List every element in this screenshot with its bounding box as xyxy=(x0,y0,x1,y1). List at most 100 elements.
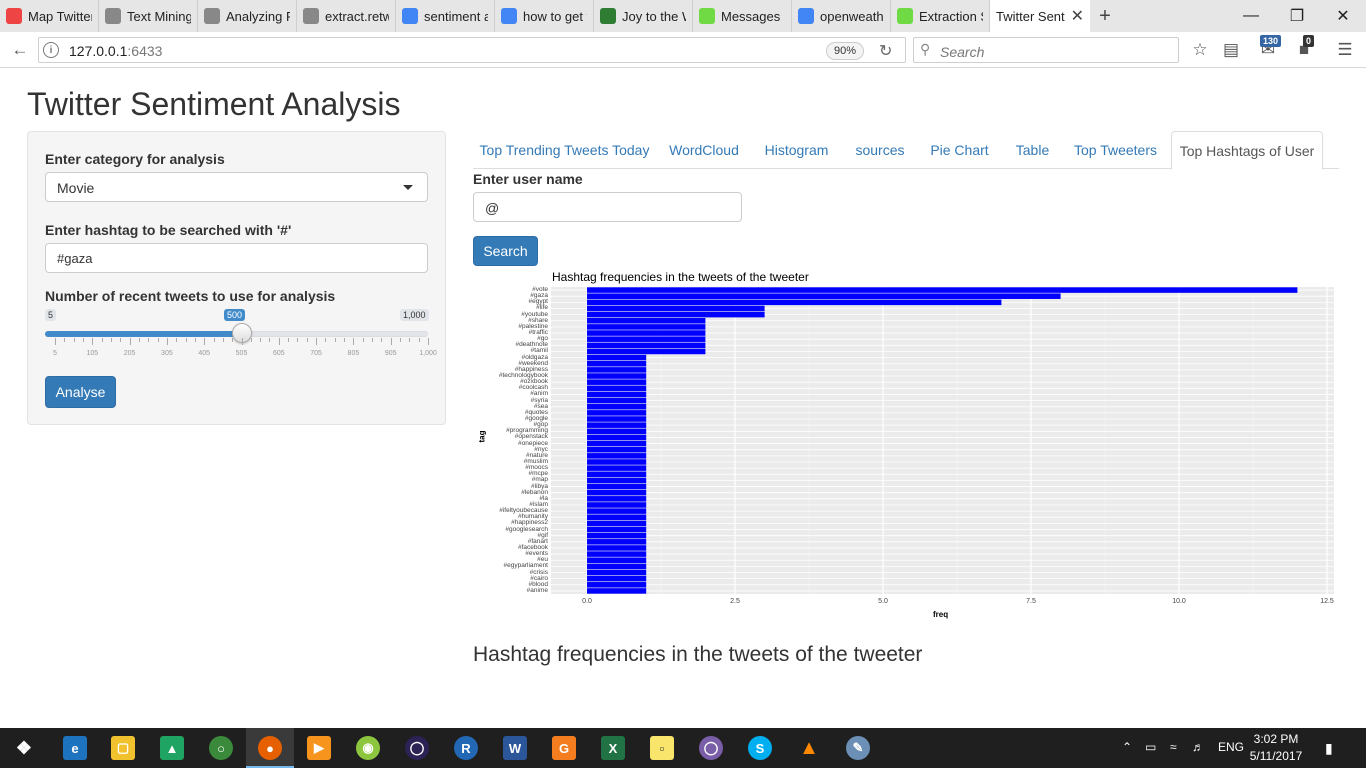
browser-tab[interactable]: Analyzing R-Blo xyxy=(198,0,297,32)
edge-icon[interactable]: e xyxy=(63,736,87,760)
x-tick-label: 2.5 xyxy=(730,598,740,605)
slider-tick xyxy=(55,338,56,345)
sticky-notes-icon[interactable]: ▫ xyxy=(650,736,674,760)
excel-icon[interactable]: X xyxy=(601,736,625,760)
y-tick-label: #youtube xyxy=(521,310,548,318)
maximize-icon[interactable]: ❐ xyxy=(1289,8,1305,25)
slider-minor-tick xyxy=(381,338,383,342)
google-drive-icon[interactable]: ▲ xyxy=(160,736,184,760)
hashtag-label: Enter hashtag to be searched with '#' xyxy=(45,222,292,238)
zoom-level[interactable]: 90% xyxy=(826,42,865,60)
browser-tab[interactable]: Messages xyxy=(693,0,792,32)
skype-icon[interactable]: S xyxy=(748,736,772,760)
x-tick-label: 12.5 xyxy=(1320,598,1334,605)
back-icon[interactable]: ← xyxy=(11,40,29,59)
tab-pie-chart[interactable]: Pie Chart xyxy=(930,142,989,158)
tab-table[interactable]: Table xyxy=(1015,142,1050,158)
bar xyxy=(587,428,647,435)
tweets-count-label: Number of recent tweets to use for analy… xyxy=(45,288,336,304)
bar xyxy=(587,582,647,588)
bar xyxy=(587,305,765,312)
close-tab-icon[interactable]: ✕ xyxy=(1070,8,1084,25)
r-app-icon[interactable]: R xyxy=(454,736,478,760)
url-text: 127.0.0.1:6433 xyxy=(69,43,163,59)
tab-top-tweeters[interactable]: Top Tweeters xyxy=(1073,142,1157,158)
vlc-icon[interactable]: ▲ xyxy=(799,736,819,759)
slider-tick xyxy=(241,338,243,345)
browser-search-input[interactable]: ⚲ Search xyxy=(913,37,1179,63)
bookmark-star-icon[interactable]: ☆ xyxy=(1192,40,1208,59)
slider-minor-tick xyxy=(288,338,290,342)
reading-list-icon[interactable]: ▤ xyxy=(1222,40,1240,59)
wifi-icon[interactable]: ≈ xyxy=(1170,740,1177,754)
hashtag-input[interactable]: #gaza xyxy=(45,243,428,273)
taskbar-clock[interactable]: 3:02 PM 5/11/2017 xyxy=(1249,732,1303,763)
category-select[interactable]: Movie xyxy=(45,172,428,202)
android-app-icon[interactable]: ◉ xyxy=(356,736,380,760)
minimize-icon[interactable]: — xyxy=(1243,7,1259,24)
tab-histogram[interactable]: Histogram xyxy=(764,142,829,158)
word-icon[interactable]: W xyxy=(503,736,527,760)
browser-tab-bar: Map Twitter Text Mining wit Analyzing R-Bl… xyxy=(0,0,1366,32)
new-tab-icon[interactable]: + xyxy=(1099,4,1111,27)
notifications-icon[interactable]: ▮ xyxy=(1325,740,1333,756)
browser-tab[interactable]: extract.retweets xyxy=(297,0,396,32)
bar xyxy=(587,508,647,514)
browser-tab[interactable]: Extraction S xyxy=(891,0,990,32)
y-tick-label: #oldgaza xyxy=(521,353,548,361)
browser-tab[interactable]: Joy to the W xyxy=(594,0,693,32)
slider-minor-tick xyxy=(344,338,346,342)
user-name-label: Enter user name xyxy=(473,171,583,187)
paint-icon[interactable]: ✎ xyxy=(846,736,870,760)
browser-tab-title: Analyzing R-Blo xyxy=(226,8,290,24)
url-bar[interactable]: i 127.0.0.1:6433 90% ↻ xyxy=(38,37,906,63)
tab-sources[interactable]: sources xyxy=(855,142,905,158)
pdf-app-icon[interactable]: G xyxy=(552,736,576,760)
browser-tab[interactable]: sentiment a xyxy=(396,0,495,32)
volume-icon[interactable]: ♬ xyxy=(1192,740,1204,754)
tab-top-trending-tweets-today[interactable]: Top Trending Tweets Today xyxy=(479,142,650,158)
slider-tick-label: 1,000 xyxy=(419,350,437,357)
tab-wordcloud[interactable]: WordCloud xyxy=(669,142,739,158)
file-explorer-icon[interactable]: ▢ xyxy=(111,736,135,760)
browser-tab[interactable]: how to get t xyxy=(495,0,594,32)
slider-tick xyxy=(353,338,355,345)
menu-icon[interactable]: ☰ xyxy=(1337,40,1353,59)
search-button[interactable]: Search xyxy=(473,236,538,266)
eclipse-icon[interactable]: ◯ xyxy=(405,736,429,760)
reload-icon[interactable]: ↻ xyxy=(879,43,893,60)
bar xyxy=(587,514,647,521)
section-heading: Hashtag frequencies in the tweets of the… xyxy=(473,643,923,666)
y-tick-label: #anim xyxy=(530,390,548,398)
browser-tab[interactable]: Map Twitter xyxy=(0,0,99,32)
google-icon xyxy=(402,8,418,24)
media-player-icon[interactable]: ▶ xyxy=(307,736,331,760)
firefox-icon[interactable]: ● xyxy=(258,736,282,760)
y-tick-label: #humanity xyxy=(518,513,548,521)
site-info-icon[interactable]: i xyxy=(43,42,59,58)
tab-top-hashtags-of-user[interactable]: Top Hashtags of User xyxy=(1171,131,1323,170)
extension-icon[interactable]: ■ xyxy=(1298,40,1310,59)
browser-tab[interactable]: openweathe xyxy=(792,0,891,32)
slider-value-label: 500 xyxy=(224,309,246,321)
close-window-icon[interactable]: ✕ xyxy=(1336,8,1350,25)
browser-tab[interactable]: Text Mining wit xyxy=(99,0,198,32)
windows-start-icon[interactable]: ❖ xyxy=(15,737,33,758)
y-tick-label: #gif xyxy=(537,531,548,539)
y-tick-label: #google xyxy=(524,415,548,422)
analyse-button[interactable]: Analyse xyxy=(45,376,116,408)
bar xyxy=(587,588,647,594)
page-icon xyxy=(303,8,319,24)
language-indicator[interactable]: ENG xyxy=(1218,740,1245,754)
x-tick-label: 7.5 xyxy=(1026,598,1036,605)
chart-panel xyxy=(551,287,1334,594)
user-name-input[interactable]: @ xyxy=(473,192,742,222)
browser-tab-active[interactable]: Twitter Senti ✕ xyxy=(990,0,1090,32)
globe-app-icon[interactable]: ○ xyxy=(209,736,233,760)
torrent-app-icon[interactable]: ◯ xyxy=(699,736,723,760)
y-tick-label: #map xyxy=(531,476,548,484)
tray-chevron-up-icon[interactable]: ⌃ xyxy=(1122,740,1133,754)
y-tick-label: #cairo xyxy=(530,574,548,582)
battery-icon[interactable]: ▭ xyxy=(1145,740,1157,754)
bar xyxy=(587,354,647,361)
